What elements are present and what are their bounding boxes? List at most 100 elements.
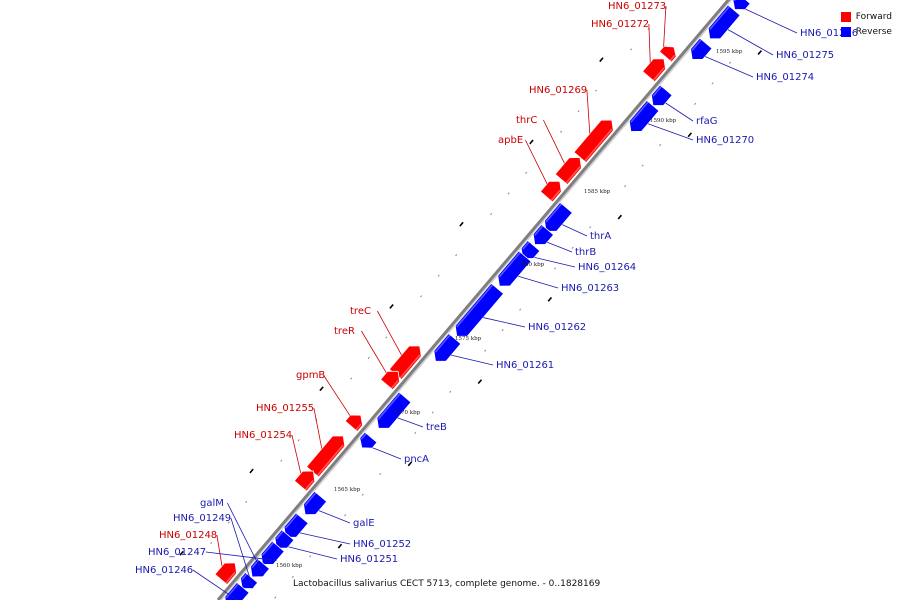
gene-label-hn6_01261[interactable]: HN6_01261 (496, 360, 554, 371)
scale-label: 1560 kbp (276, 563, 303, 569)
tick-mark (437, 274, 440, 277)
scale-label: 1565 kbp (334, 487, 361, 493)
gene-hn6_01275[interactable] (707, 4, 741, 40)
gene-label-hn6_01276[interactable]: HN6_01276 (800, 28, 858, 39)
gene-hn6_01263[interactable] (497, 250, 532, 287)
gene-hn6_01255[interactable] (305, 435, 346, 478)
leader-line (299, 532, 351, 545)
gene-label-hn6_01263[interactable]: HN6_01263 (561, 283, 619, 294)
gene-apbe[interactable] (539, 180, 562, 203)
gene-pnca[interactable] (359, 431, 378, 449)
gene-label-thra[interactable]: thrA (590, 231, 611, 242)
gene-label-trec[interactable]: treC (350, 306, 371, 317)
gene-label-hn6_01255[interactable]: HN6_01255 (256, 403, 314, 414)
gene-highlight (534, 225, 544, 236)
gene-label-hn6_01251[interactable]: HN6_01251 (340, 554, 398, 565)
gene-label-thrc[interactable]: thrC (516, 115, 537, 126)
gene-features (214, 0, 751, 600)
gene-highlight (225, 571, 236, 584)
gene-gpmb[interactable] (344, 414, 364, 433)
reverse-swatch (840, 26, 851, 37)
tick-mark (459, 221, 464, 227)
leader-line (227, 502, 265, 576)
gene-label-hn6_01273[interactable]: HN6_01273 (608, 1, 666, 12)
scale-label: 1580 kbp (518, 262, 545, 268)
gene-highlight (285, 513, 299, 529)
gene-hn6_01269[interactable] (573, 119, 614, 164)
gene-label-gale[interactable]: galE (353, 518, 375, 529)
genome-caption: Lactobacillus salivarius CECT 5713, comp… (293, 579, 601, 589)
gene-label-apbe[interactable]: apbE (498, 135, 523, 146)
gene-trer[interactable] (380, 370, 401, 391)
tick-mark (414, 431, 417, 435)
tick-mark (599, 57, 604, 63)
gene-hn6_01248[interactable] (214, 562, 238, 586)
gene-highlight (652, 67, 665, 81)
gene-hn6_01272[interactable] (642, 58, 666, 83)
leader-line (372, 447, 402, 460)
gene-label-hn6_01262[interactable]: HN6_01262 (528, 322, 586, 333)
gene-label-hn6_01272[interactable]: HN6_01272 (591, 19, 649, 30)
gene-label-rfag[interactable]: rfaG (696, 116, 718, 127)
leader-line (216, 534, 223, 567)
tick-mark (431, 411, 434, 414)
gene-hn6_01262[interactable] (454, 282, 505, 337)
forward-swatch (840, 11, 851, 22)
gene-label-hn6_01252[interactable]: HN6_01252 (353, 539, 411, 550)
gene-label-trer[interactable]: treR (334, 326, 355, 337)
leader-line (525, 139, 548, 184)
gene-hn6_01261[interactable] (433, 332, 462, 362)
leader-line (361, 330, 387, 373)
leader-line (451, 354, 494, 366)
tick-mark (227, 521, 230, 524)
gene-label-hn6_01274[interactable]: HN6_01274 (756, 72, 814, 83)
leader-line (534, 256, 576, 268)
gene-rfag[interactable] (650, 84, 673, 106)
tick-mark (344, 514, 347, 517)
gene-hn6_01270[interactable] (628, 99, 660, 132)
gene-label-hn6_01246[interactable]: HN6_01246 (135, 565, 193, 576)
gene-label-hn6_01269[interactable]: HN6_01269 (529, 85, 587, 96)
gene-label-hn6_01275[interactable]: HN6_01275 (776, 50, 834, 61)
gene-label-hn6_01264[interactable]: HN6_01264 (578, 262, 636, 273)
gene-hn6_01254[interactable] (293, 470, 316, 492)
leader-line (230, 517, 254, 589)
gene-gale[interactable] (303, 490, 328, 516)
gene-label-thrb[interactable]: thrB (575, 247, 596, 258)
gene-highlight (545, 203, 563, 223)
leader-line (648, 23, 651, 63)
gene-label-pnca[interactable]: pncA (404, 454, 429, 465)
tick-mark (589, 226, 592, 229)
gene-highlight (377, 392, 401, 420)
gene-label-hn6_01249[interactable]: HN6_01249 (173, 513, 231, 524)
gene-label-gpmb[interactable]: gpmB (296, 370, 325, 381)
gene-hn6_01273[interactable] (658, 45, 677, 63)
gene-label-hn6_01270[interactable]: HN6_01270 (696, 135, 754, 146)
tick-mark (361, 493, 364, 496)
tick-mark (711, 82, 714, 85)
gene-thrb[interactable] (532, 223, 555, 245)
leader-line (745, 8, 798, 34)
gene-label-hn6_01248[interactable]: HN6_01248 (159, 530, 217, 541)
tick-mark (554, 267, 557, 270)
gene-hn6_01274[interactable] (690, 37, 713, 60)
gene-label-hn6_01254[interactable]: HN6_01254 (234, 430, 292, 441)
gene-label-galm[interactable]: galM (200, 498, 224, 509)
genome-axis (216, 0, 733, 600)
gene-label-treb[interactable]: treB (426, 422, 447, 433)
gene-highlight (241, 573, 248, 581)
tick-mark (624, 185, 627, 188)
tick-mark (319, 386, 324, 392)
gene-highlight (550, 189, 561, 202)
leader-line (313, 407, 323, 449)
gene-highlight (304, 492, 317, 506)
gene-thrc[interactable] (554, 157, 582, 186)
gene-label-hn6_01247[interactable]: HN6_01247 (148, 547, 206, 558)
gene-treb[interactable] (376, 391, 412, 429)
tick-mark (501, 329, 504, 332)
tick-mark (350, 377, 353, 380)
leader-line (543, 119, 565, 164)
gene-hn6_01276[interactable] (732, 0, 751, 11)
tick-mark (379, 473, 382, 476)
